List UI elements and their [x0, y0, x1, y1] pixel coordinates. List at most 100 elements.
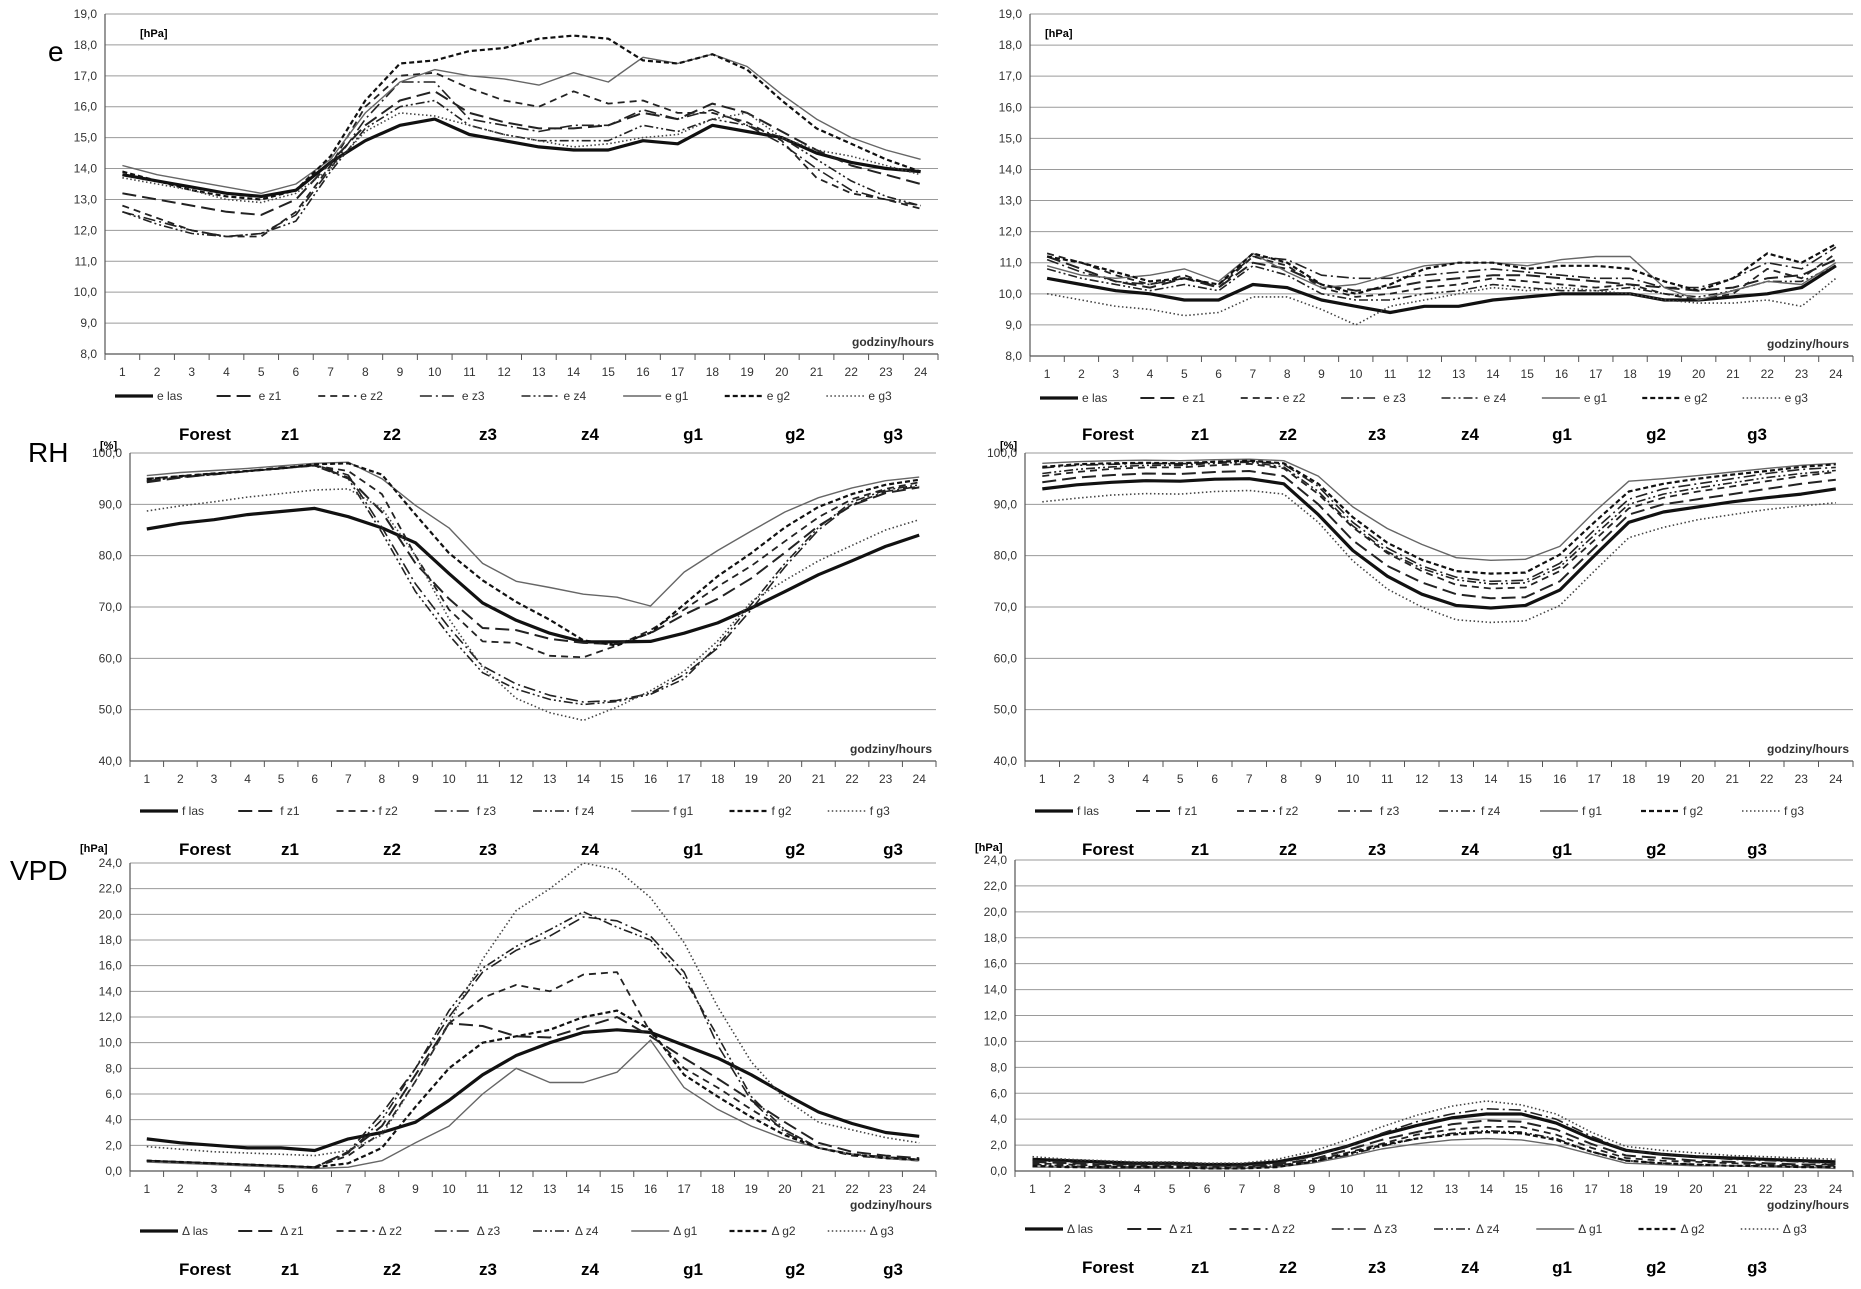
- unit-label: [hPa]: [975, 842, 1003, 854]
- series-line-e-z4: [1046, 264, 1837, 301]
- zone-annotation: z1: [281, 840, 299, 859]
- y-tick-label: 22,0: [984, 879, 1008, 893]
- legend-entry: Δ z4: [1476, 1222, 1500, 1236]
- x-tick-label: 3: [211, 1182, 218, 1196]
- zone-annotation: z4: [1461, 840, 1480, 859]
- zone-annotation: z4: [581, 840, 600, 859]
- x-tick-label: 10: [428, 365, 442, 379]
- legend-entry: e z1: [1182, 391, 1205, 405]
- zone-annotation: g3: [1747, 1258, 1767, 1277]
- x-tick-label: 3: [188, 365, 195, 379]
- x-tick-label: 15: [1521, 367, 1535, 381]
- x-tick-label: 24: [913, 1182, 927, 1196]
- x-tick-label: 5: [1177, 772, 1184, 786]
- zone-annotation: g1: [683, 425, 703, 444]
- x-tick-label: 1: [1044, 367, 1051, 381]
- x-tick-label: 24: [1829, 367, 1843, 381]
- x-tick-label: 14: [577, 772, 591, 786]
- zone-annotation: z1: [281, 1260, 299, 1279]
- zone-annotation: g3: [1747, 425, 1767, 444]
- x-tick-label: 8: [1274, 1182, 1281, 1196]
- zone-annotation: z4: [1461, 425, 1480, 444]
- zone-annotation: g3: [1747, 840, 1767, 859]
- y-tick-label: 50,0: [99, 703, 123, 717]
- x-tick-label: 3: [211, 772, 218, 786]
- x-tick-label: 20: [1689, 1182, 1703, 1196]
- y-tick-label: 14,0: [74, 162, 98, 176]
- x-tick-label: 24: [1829, 772, 1843, 786]
- zone-annotation: g2: [1646, 840, 1666, 859]
- y-tick-label: 16,0: [984, 957, 1008, 971]
- x-tick-label: 5: [278, 1182, 285, 1196]
- x-tick-label: 19: [740, 365, 754, 379]
- series-line-Δ-z2: [1032, 1126, 1836, 1168]
- y-tick-label: 13,0: [74, 192, 98, 206]
- legend-entry: f z3: [1380, 804, 1400, 818]
- x-tick-label: 2: [154, 365, 161, 379]
- series-line-e-g1: [1046, 252, 1837, 301]
- y-tick-label: 15,0: [999, 131, 1023, 145]
- series-line-f-las: [1042, 477, 1837, 610]
- legend-entry: f g2: [772, 804, 792, 818]
- x-tick-label: 16: [1553, 772, 1567, 786]
- y-tick-label: 60,0: [99, 651, 123, 665]
- x-tick-label: 8: [1280, 772, 1287, 786]
- x-tick-label: 23: [879, 772, 893, 786]
- legend-entry: e z3: [462, 389, 485, 403]
- zone-annotation: z2: [1279, 1258, 1297, 1277]
- chart-panels: 8,09,010,011,012,013,014,015,016,017,018…: [74, 7, 1854, 1279]
- y-tick-label: 4,0: [105, 1113, 122, 1127]
- x-tick-label: 5: [1169, 1182, 1176, 1196]
- x-tick-label: 12: [510, 772, 524, 786]
- x-tick-label: 9: [1308, 1182, 1315, 1196]
- x-tick-label: 23: [879, 1182, 893, 1196]
- y-tick-label: 40,0: [994, 754, 1018, 768]
- x-tick-label: 8: [379, 772, 386, 786]
- y-tick-label: 80,0: [99, 549, 123, 563]
- chart-panel-5: 0,0 2,0 4,0 6,0 8,0 10,0 12,0 14,0 16,0 18,0 20,0 2…: [80, 843, 937, 1279]
- legend-entry: e z3: [1383, 391, 1406, 405]
- y-tick-label: 12,0: [999, 225, 1023, 239]
- legend-entry: Δ g1: [673, 1224, 697, 1238]
- legend-entry: e g2: [1684, 391, 1708, 405]
- x-tick-label: 16: [644, 772, 658, 786]
- y-tick-label: 18,0: [984, 931, 1008, 945]
- legend-entry: Δ g1: [1578, 1222, 1602, 1236]
- x-tick-label: 13: [1445, 1182, 1459, 1196]
- x-tick-label: 10: [1349, 367, 1363, 381]
- x-tick-label: 18: [1622, 772, 1636, 786]
- y-tick-label: 18,0: [74, 38, 98, 52]
- zone-annotation: g2: [785, 425, 805, 444]
- zone-annotation: g1: [683, 840, 703, 859]
- zone-annotation: z4: [581, 1260, 600, 1279]
- x-tick-label: 23: [1794, 1182, 1808, 1196]
- x-tick-label: 7: [1246, 772, 1253, 786]
- series-line-f-z1: [1042, 470, 1836, 600]
- x-tick-label: 7: [327, 365, 334, 379]
- legend-entry: f g3: [870, 804, 890, 818]
- unit-label: [%]: [1000, 440, 1017, 452]
- series-line-Δ-z3: [146, 916, 920, 1168]
- y-tick-label: 100,0: [92, 446, 122, 460]
- x-tick-label: 11: [476, 772, 489, 786]
- zone-annotation: z1: [1191, 1258, 1209, 1277]
- x-tick-label: 13: [543, 772, 557, 786]
- y-tick-label: 0,0: [105, 1164, 122, 1178]
- legend-entry: e z4: [1484, 391, 1507, 405]
- x-tick-label: 4: [223, 365, 230, 379]
- y-tick-label: 19,0: [74, 7, 98, 21]
- x-tick-label: 15: [1519, 772, 1533, 786]
- x-tick-label: 9: [397, 365, 404, 379]
- series-line-f-z4: [146, 464, 920, 706]
- x-tick-label: 17: [1588, 772, 1602, 786]
- y-tick-label: 8,0: [105, 1061, 122, 1075]
- y-tick-label: 8,0: [80, 347, 97, 361]
- y-tick-label: 16,0: [99, 959, 123, 973]
- series-line-f-z2: [1042, 462, 1836, 590]
- zone-annotation: g2: [1646, 425, 1666, 444]
- legend-entry: Δ g2: [1681, 1222, 1705, 1236]
- y-tick-label: 12,0: [99, 1010, 123, 1024]
- legend-entry: e g2: [767, 389, 791, 403]
